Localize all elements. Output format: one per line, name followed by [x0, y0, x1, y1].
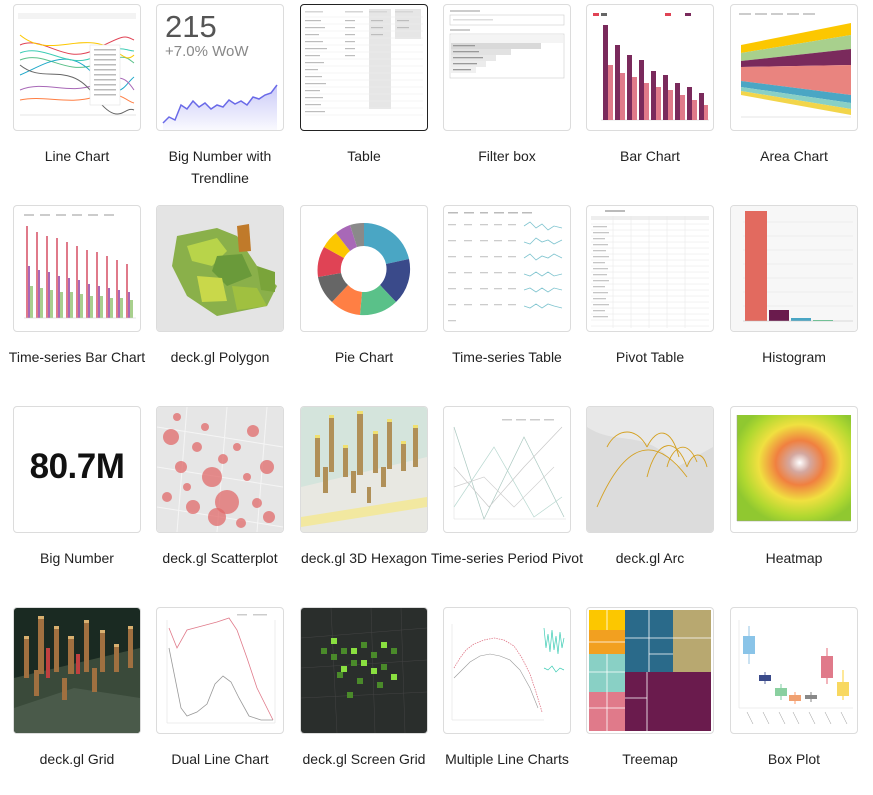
- filter-box-preview-image: [449, 10, 565, 79]
- gallery-item-label: Filter box: [478, 148, 536, 164]
- bar-chart-thumbnail[interactable]: [586, 4, 714, 131]
- deckgl-arc-preview-image: [587, 407, 713, 532]
- trendline-preview-image: [162, 84, 278, 130]
- table-preview-image: [305, 9, 423, 116]
- gallery-item-label: deck.gl 3D Hexagon: [300, 550, 428, 566]
- deckgl-3d-hexagon-preview-image: [301, 407, 427, 532]
- gallery-item-label: Time-series Bar Chart: [8, 349, 146, 365]
- big-number-value: 215: [165, 9, 217, 44]
- gallery-item-label: Histogram: [762, 349, 826, 365]
- gallery-item-label: Table: [347, 148, 381, 164]
- deckgl-polygon-thumbnail[interactable]: [156, 205, 284, 332]
- time-series-period-pivot-preview-image: [453, 419, 566, 520]
- big-number-value: 80.7M: [29, 447, 125, 486]
- deckgl-polygon-preview-image: [157, 206, 283, 331]
- bar-chart-preview-image: [593, 13, 709, 121]
- gallery-item-label: Dual Line Chart: [171, 751, 269, 767]
- box-plot-preview-image: [738, 620, 853, 725]
- box-plot-thumbnail[interactable]: [730, 607, 858, 734]
- histogram-thumbnail[interactable]: [730, 205, 858, 332]
- deckgl-grid-thumbnail[interactable]: [13, 607, 141, 734]
- area-chart-preview-image: [739, 13, 851, 118]
- treemap-preview-image: [589, 610, 711, 731]
- deckgl-3d-hexagon-thumbnail[interactable]: [300, 406, 428, 533]
- gallery-item-label: Area Chart: [760, 148, 828, 164]
- gallery-item-label: Box Plot: [767, 751, 821, 767]
- gallery-item-label: Line Chart: [44, 148, 110, 164]
- big-number-trendline-thumbnail[interactable]: 215 +7.0% WoW: [156, 4, 284, 131]
- heatmap-preview-image: [736, 415, 851, 522]
- pivot-table-thumbnail[interactable]: [586, 205, 714, 332]
- filter-box-thumbnail[interactable]: [443, 4, 571, 131]
- gallery-item-label: Heatmap: [765, 550, 823, 566]
- deckgl-scatterplot-preview-image: [157, 407, 283, 532]
- deckgl-screen-grid-preview-image: [301, 608, 427, 733]
- gallery-item-label: deck.gl Scatterplot: [162, 550, 278, 566]
- pie-chart-preview-image: [317, 222, 411, 316]
- pie-chart-thumbnail[interactable]: [300, 205, 428, 332]
- multiple-line-charts-preview-image: [451, 624, 565, 721]
- multiple-line-charts-thumbnail[interactable]: [443, 607, 571, 734]
- deckgl-screen-grid-thumbnail[interactable]: [300, 607, 428, 734]
- heatmap-thumbnail[interactable]: [730, 406, 858, 533]
- deckgl-grid-preview-image: [14, 608, 140, 733]
- time-series-period-pivot-thumbnail[interactable]: [443, 406, 571, 533]
- treemap-thumbnail[interactable]: [586, 607, 714, 734]
- time-series-table-preview-image: [448, 212, 563, 322]
- big-number-thumbnail[interactable]: 80.7M: [13, 406, 141, 533]
- time-series-bar-chart-preview-image: [24, 214, 136, 319]
- big-number-subtext: +7.0% WoW: [165, 43, 249, 60]
- gallery-item-label: deck.gl Grid: [39, 751, 115, 767]
- dual-line-chart-preview-image: [166, 614, 276, 724]
- gallery-item-label: Time-series Table: [452, 349, 562, 365]
- line-chart-preview-image: [18, 13, 136, 116]
- gallery-item-label: Pie Chart: [334, 349, 394, 365]
- pivot-table-preview-image: [591, 210, 709, 328]
- table-thumbnail[interactable]: [300, 4, 428, 131]
- gallery-item-label: Multiple Line Charts: [445, 751, 569, 767]
- gallery-item-label: Big Number with Trendline: [168, 148, 272, 186]
- deckgl-scatterplot-thumbnail[interactable]: [156, 406, 284, 533]
- line-chart-thumbnail[interactable]: [13, 4, 141, 131]
- area-chart-thumbnail[interactable]: [730, 4, 858, 131]
- gallery-item-label: deck.gl Arc: [615, 550, 685, 566]
- time-series-bar-chart-thumbnail[interactable]: [13, 205, 141, 332]
- gallery-item-label: Time-series Period Pivot: [431, 550, 583, 566]
- gallery-item-label: Pivot Table: [615, 349, 685, 365]
- gallery-item-label: Big Number: [40, 550, 114, 566]
- deckgl-arc-thumbnail[interactable]: [586, 406, 714, 533]
- histogram-preview-image: [731, 206, 857, 331]
- dual-line-chart-thumbnail[interactable]: [156, 607, 284, 734]
- gallery-item-label: deck.gl Screen Grid: [302, 751, 426, 767]
- gallery-item-label: Bar Chart: [620, 148, 680, 164]
- gallery-item-label: deck.gl Polygon: [170, 349, 270, 365]
- gallery-item-label: Treemap: [622, 751, 678, 767]
- time-series-table-thumbnail[interactable]: [443, 205, 571, 332]
